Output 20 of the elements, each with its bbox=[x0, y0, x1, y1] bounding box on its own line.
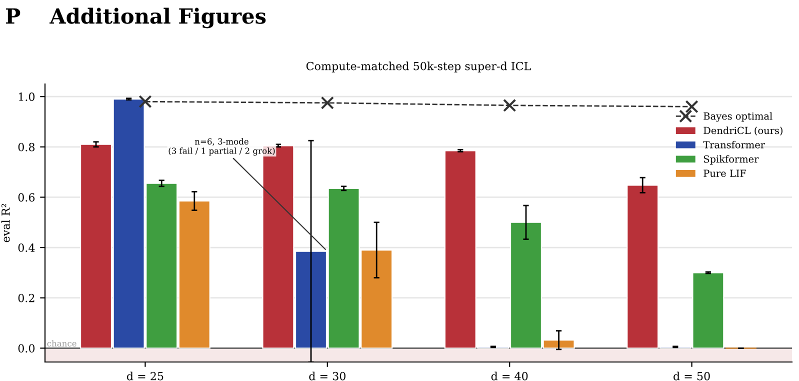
y-tick-label: 1.0 bbox=[18, 92, 35, 101]
y-tick-label: 0.8 bbox=[18, 142, 35, 152]
x-tick-label: d = 25 bbox=[126, 372, 164, 380]
x-tick-label: d = 30 bbox=[309, 372, 346, 380]
legend-label: Pure LIF bbox=[704, 170, 746, 177]
y-axis-title: eval R² bbox=[1, 204, 10, 242]
y-tick-label: 0.6 bbox=[18, 193, 35, 202]
legend-label: Spikformer bbox=[704, 155, 759, 165]
y-tick-label: 0.4 bbox=[18, 244, 35, 252]
x-tick-label: d = 50 bbox=[674, 372, 710, 380]
legend-label: Transformer bbox=[703, 140, 766, 148]
y-tick-label: 0.2 bbox=[18, 294, 34, 302]
x-tick-label: d = 40 bbox=[491, 372, 528, 380]
band-label: chance bbox=[47, 340, 76, 347]
chart-subtitle: Compute-matched 50k-step super-d ICL bbox=[306, 62, 531, 72]
annotation: n=6, 3-mode (3 fail / 1 partial / 2 grok) bbox=[168, 138, 275, 156]
chart-title: P Additional Figures bbox=[6, 8, 266, 28]
legend-label: DendriCL (ours) bbox=[704, 126, 782, 136]
y-tick-label: 0.0 bbox=[18, 344, 35, 353]
legend-label: Bayes optimal bbox=[704, 112, 772, 122]
